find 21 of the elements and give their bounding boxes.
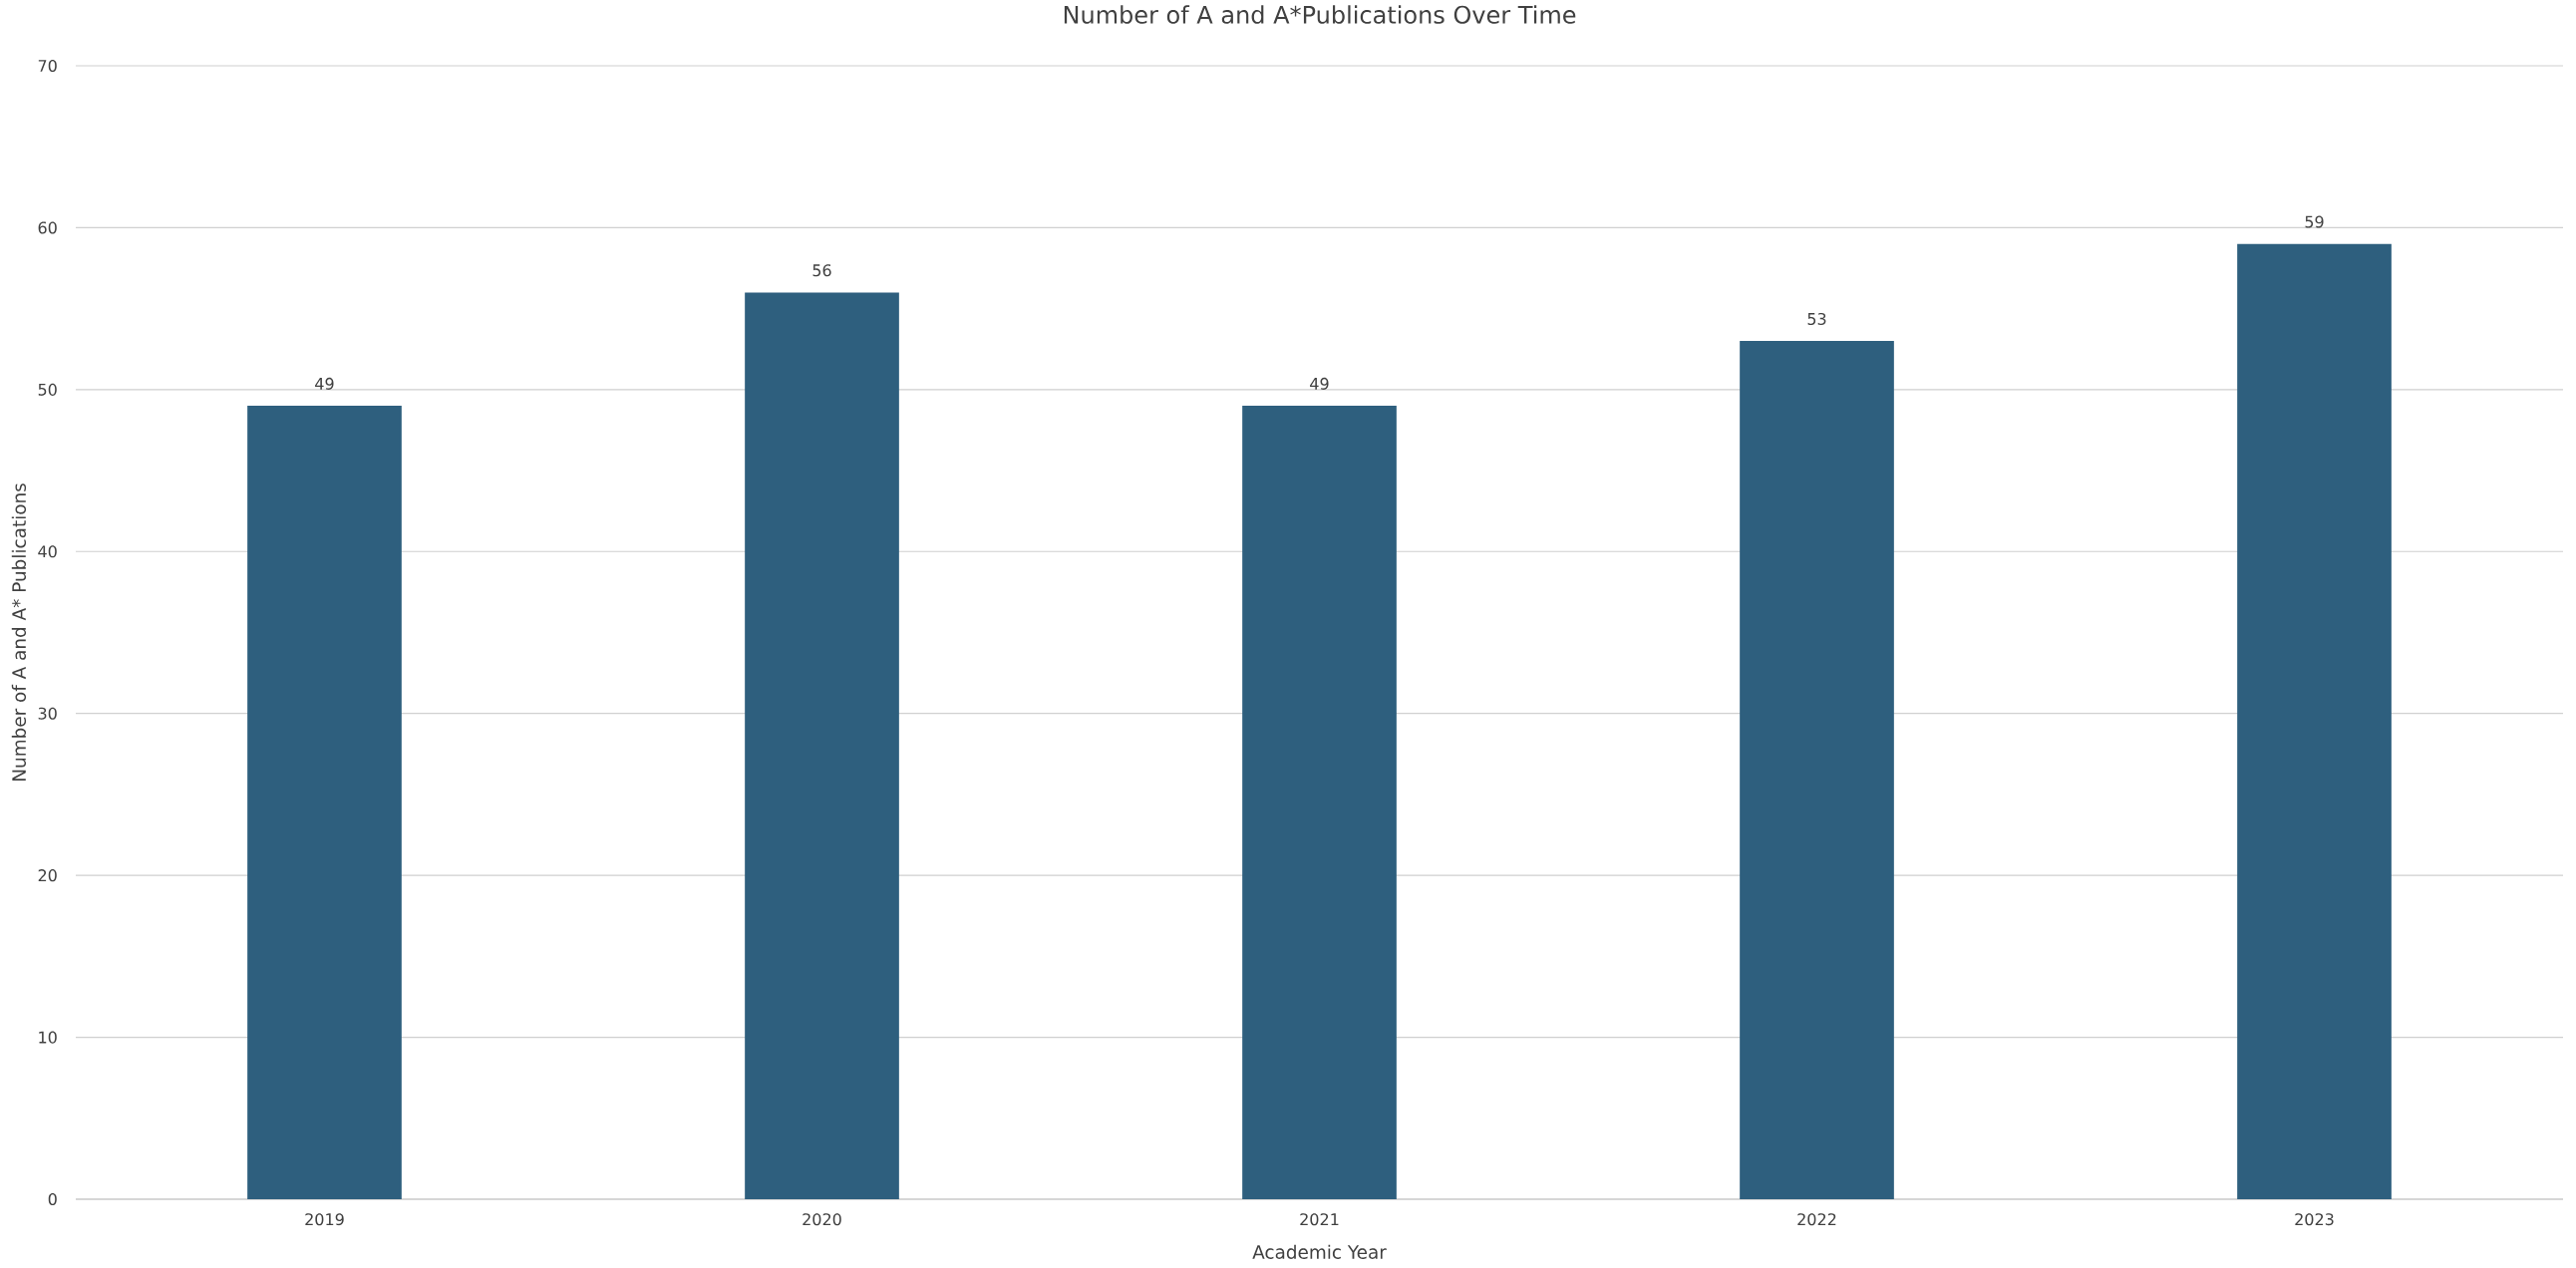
x-tick-label: 2022 xyxy=(1797,1213,1836,1226)
y-tick-label: 60 xyxy=(38,221,57,234)
y-tick-label: 50 xyxy=(38,383,57,396)
data-label: 49 xyxy=(1310,377,1329,390)
x-tick-label: 2019 xyxy=(305,1213,344,1226)
y-axis-title: Number of A and A* Publications xyxy=(11,483,27,781)
y-tick-label: 30 xyxy=(38,707,57,720)
chart-title: Number of A and A*Publications Over Time xyxy=(1064,5,1576,24)
y-tick-label: 10 xyxy=(39,1031,57,1044)
x-tick-label: 2023 xyxy=(2295,1213,2334,1226)
y-tick-label: 20 xyxy=(38,869,57,882)
data-label: 56 xyxy=(812,264,831,277)
x-tick-label: 2021 xyxy=(1300,1213,1339,1226)
y-tick-label: 0 xyxy=(48,1192,57,1206)
data-label: 49 xyxy=(315,377,334,390)
data-label: 53 xyxy=(1807,312,1826,326)
y-tick-label: 40 xyxy=(38,545,57,558)
y-tick-label: 70 xyxy=(38,59,57,73)
x-tick-label: 2020 xyxy=(803,1213,841,1226)
data-label: 59 xyxy=(2305,215,2324,228)
x-axis-title: Academic Year xyxy=(1252,1244,1387,1259)
